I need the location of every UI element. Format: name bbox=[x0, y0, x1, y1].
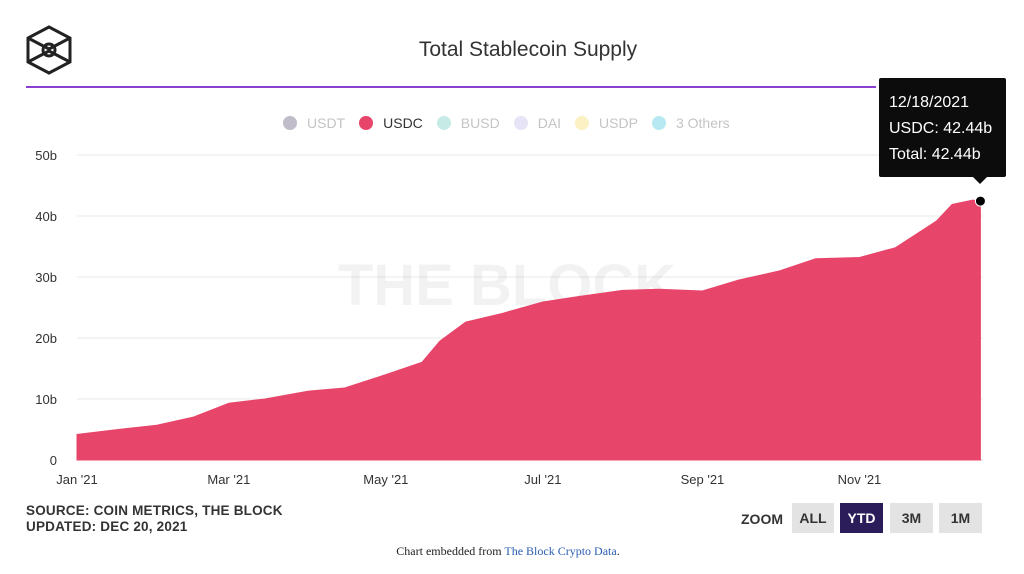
embed-suffix: . bbox=[616, 544, 620, 558]
legend-item-usdc[interactable]: USDC bbox=[359, 115, 423, 131]
y-tick-label: 30b bbox=[35, 270, 57, 285]
y-axis-ticks: 0 10b 20b 30b 40b 50b bbox=[35, 148, 57, 468]
legend-item-busd[interactable]: BUSD bbox=[436, 115, 500, 131]
x-tick-label: May '21 bbox=[363, 472, 408, 487]
embed-credit: Chart embedded from The Block Crypto Dat… bbox=[0, 544, 1016, 559]
legend-label: BUSD bbox=[460, 115, 500, 131]
chart-tooltip: 12/18/2021 USDC: 42.44b Total: 42.44b bbox=[879, 78, 1006, 184]
tooltip-date: 12/18/2021 bbox=[889, 94, 970, 111]
legend-item-dai[interactable]: DAI bbox=[513, 115, 562, 131]
legend-swatch bbox=[513, 116, 528, 130]
updated-text: UPDATED: DEC 20, 2021 bbox=[26, 519, 188, 534]
embed-prefix: Chart embedded from bbox=[396, 544, 505, 558]
legend-label: USDC bbox=[383, 115, 423, 131]
legend-item-others[interactable]: 3 Others bbox=[651, 115, 730, 131]
y-tick-label: 20b bbox=[35, 331, 57, 346]
legend-label: 3 Others bbox=[675, 115, 730, 131]
tooltip-series-value: USDC: 42.44b bbox=[889, 120, 993, 137]
source-text: SOURCE: COIN METRICS, THE BLOCK bbox=[26, 503, 283, 518]
embed-source-link[interactable]: The Block Crypto Data bbox=[504, 544, 617, 558]
y-tick-label: 40b bbox=[35, 209, 57, 224]
legend-item-usdp[interactable]: USDP bbox=[575, 115, 638, 131]
legend-swatch bbox=[651, 116, 666, 130]
x-tick-label: Jan '21 bbox=[56, 472, 98, 487]
legend-swatch bbox=[575, 116, 590, 130]
legend-swatch bbox=[283, 116, 297, 130]
zoom-ytd-button[interactable]: YTD bbox=[840, 503, 883, 533]
zoom-all-button[interactable]: ALL bbox=[792, 503, 834, 533]
legend-swatch bbox=[359, 116, 374, 130]
legend-label: USDT bbox=[307, 115, 346, 131]
source-note: SOURCE: COIN METRICS, THE BLOCK UPDATED:… bbox=[26, 503, 283, 535]
x-tick-label: Mar '21 bbox=[207, 472, 250, 487]
title-divider bbox=[26, 86, 876, 88]
legend-label: DAI bbox=[537, 115, 562, 131]
tooltip-total-value: Total: 42.44b bbox=[889, 146, 981, 163]
the-block-logo-icon bbox=[26, 25, 72, 75]
x-tick-label: Nov '21 bbox=[838, 472, 882, 487]
zoom-3m-button[interactable]: 3M bbox=[890, 503, 933, 533]
legend-label: USDP bbox=[599, 115, 638, 131]
zoom-1m-button[interactable]: 1M bbox=[939, 503, 982, 533]
zoom-label: ZOOM bbox=[741, 511, 783, 527]
usdc-area-series[interactable] bbox=[76, 199, 981, 461]
y-tick-label: 0 bbox=[50, 453, 57, 468]
x-axis-ticks: Jan '21 Mar '21 May '21 Jul '21 Sep '21 Nov '… bbox=[56, 472, 881, 487]
legend-swatch bbox=[436, 116, 451, 130]
chart-legend: USDT USDC BUSD DAI USDP 3 Others bbox=[283, 115, 744, 131]
chart-title: Total Stablecoin Supply bbox=[418, 38, 638, 61]
highlight-point[interactable] bbox=[974, 195, 986, 207]
y-tick-label: 50b bbox=[35, 148, 57, 163]
y-tick-label: 10b bbox=[35, 392, 57, 407]
x-tick-label: Jul '21 bbox=[524, 472, 561, 487]
x-tick-label: Sep '21 bbox=[681, 472, 725, 487]
legend-item-usdt[interactable]: USDT bbox=[283, 115, 345, 131]
